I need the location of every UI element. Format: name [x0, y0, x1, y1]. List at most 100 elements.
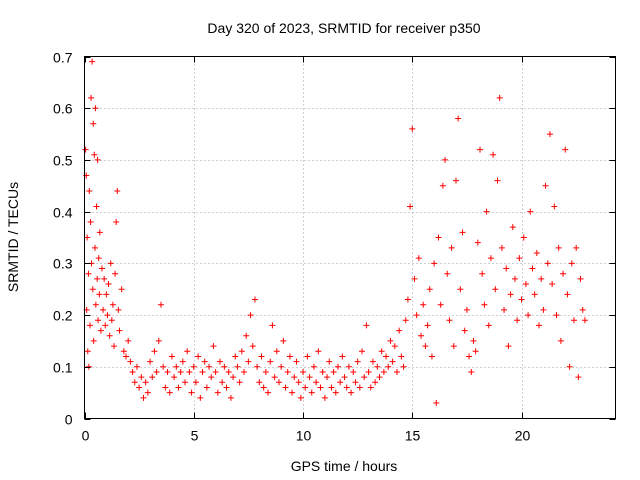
data-point	[107, 260, 114, 267]
data-point	[91, 151, 98, 158]
data-point	[114, 187, 121, 194]
data-point	[363, 322, 370, 329]
data-point	[324, 374, 331, 381]
data-point	[398, 353, 405, 360]
data-point	[106, 332, 113, 339]
data-point	[91, 244, 98, 251]
data-point	[570, 317, 577, 324]
data-point	[273, 348, 280, 355]
data-point	[92, 105, 99, 112]
data-point	[89, 286, 96, 293]
data-point	[90, 120, 97, 127]
data-point	[90, 337, 97, 344]
data-point	[201, 358, 208, 365]
data-point	[111, 343, 117, 350]
data-point	[529, 265, 536, 272]
data-point	[442, 156, 449, 163]
data-point	[177, 368, 184, 375]
data-point	[420, 301, 427, 308]
data-point	[297, 394, 304, 401]
data-point	[313, 379, 320, 386]
data-point	[210, 343, 217, 350]
data-point	[173, 363, 180, 370]
data-point	[97, 327, 104, 334]
plot-frame	[84, 56, 616, 419]
data-point	[479, 270, 486, 277]
data-point	[501, 306, 508, 313]
data-point	[164, 368, 171, 375]
data-point	[223, 384, 230, 391]
data-point	[409, 125, 416, 132]
data-point	[339, 353, 346, 360]
data-point	[455, 115, 462, 122]
data-point	[265, 389, 272, 396]
data-point	[230, 374, 237, 381]
data-point	[95, 317, 102, 324]
data-point	[319, 368, 326, 375]
data-point	[426, 286, 433, 293]
data-point	[498, 244, 505, 251]
y-tick-label: 0.6	[53, 101, 73, 117]
data-point	[444, 270, 451, 277]
data-point	[195, 353, 202, 360]
data-point	[577, 275, 584, 282]
data-point	[186, 368, 193, 375]
data-point	[553, 312, 560, 319]
data-point	[131, 379, 138, 386]
data-point	[474, 239, 481, 246]
data-point	[123, 353, 130, 360]
data-point	[289, 389, 296, 396]
data-point	[108, 317, 115, 324]
data-point	[116, 327, 123, 334]
data-point	[88, 94, 95, 101]
data-point	[518, 296, 525, 303]
data-point	[579, 306, 586, 313]
data-point	[234, 363, 241, 370]
data-point	[168, 353, 175, 360]
data-point	[326, 358, 333, 365]
data-point	[254, 363, 261, 370]
data-point	[102, 322, 109, 329]
data-point	[575, 374, 582, 381]
data-point	[87, 218, 94, 225]
data-point	[334, 363, 341, 370]
data-point	[282, 384, 289, 391]
data-point	[293, 358, 300, 365]
data-point	[470, 337, 477, 344]
data-point	[402, 317, 409, 324]
data-point	[551, 203, 558, 210]
y-tick-label: 0	[65, 412, 73, 428]
data-point	[568, 260, 575, 267]
data-point	[435, 234, 442, 241]
data-point	[345, 363, 352, 370]
data-point	[291, 374, 298, 381]
data-point	[100, 306, 107, 313]
data-point	[505, 343, 512, 350]
data-point	[162, 384, 169, 391]
data-point	[182, 379, 189, 386]
x-tick-label: 15	[405, 428, 421, 444]
data-point	[494, 177, 501, 184]
data-point	[452, 177, 459, 184]
data-point	[105, 281, 112, 288]
data-points	[82, 58, 588, 406]
data-point	[468, 368, 475, 375]
data-point	[457, 286, 464, 293]
data-point	[304, 353, 311, 360]
data-point	[511, 275, 518, 282]
data-point	[522, 281, 529, 288]
data-point	[84, 348, 91, 355]
data-point	[153, 368, 160, 375]
data-point	[94, 156, 101, 163]
data-point	[359, 348, 366, 355]
data-point	[461, 327, 468, 334]
data-point	[243, 332, 250, 339]
data-point	[536, 322, 543, 329]
data-point	[286, 353, 293, 360]
data-point	[94, 275, 101, 282]
data-point	[214, 389, 221, 396]
data-point	[365, 368, 372, 375]
y-tick-label: 0.4	[53, 205, 73, 221]
data-point	[487, 255, 494, 262]
